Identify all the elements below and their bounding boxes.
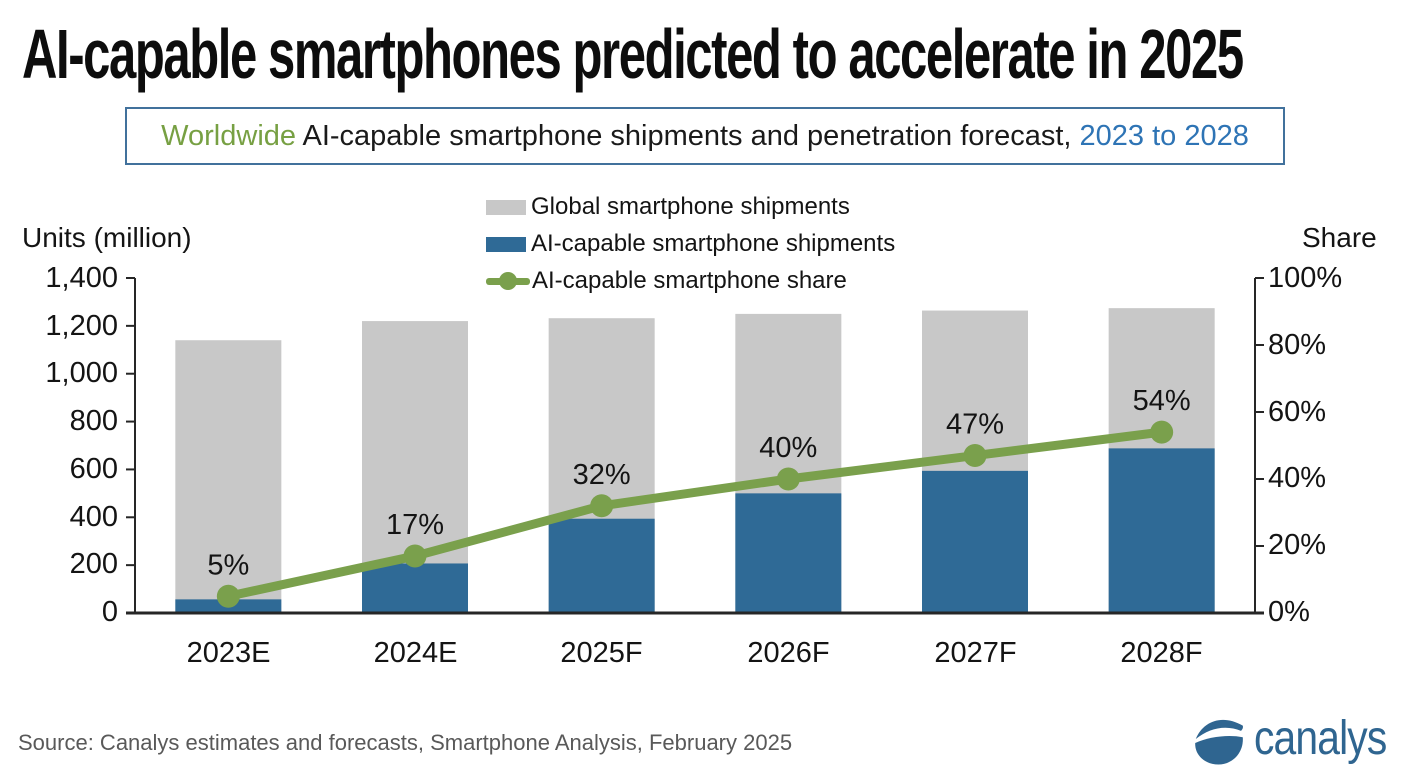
left-tick-label: 200 xyxy=(69,548,118,580)
subtitle-main: AI-capable smartphone shipments and pene… xyxy=(296,119,1080,152)
share-dot-2028F xyxy=(1150,420,1174,444)
right-tick-label: 60% xyxy=(1268,396,1327,428)
right-tick-label: 100% xyxy=(1268,262,1343,294)
legend-item-global: Global smartphone shipments xyxy=(486,193,895,220)
right-tick-label: 20% xyxy=(1268,529,1327,561)
x-category-label: 2024E xyxy=(373,637,458,669)
legend-label: AI-capable smartphone shipments xyxy=(531,230,896,257)
left-tick-label: 1,200 xyxy=(45,310,118,342)
x-category-label: 2025F xyxy=(560,637,643,669)
share-dot-2027F xyxy=(963,444,987,468)
source-note: Source: Canalys estimates and forecasts,… xyxy=(18,730,793,755)
right-axis-title: Share xyxy=(1302,222,1377,253)
right-tick-label: 40% xyxy=(1268,462,1327,494)
right-tick-label: 0% xyxy=(1268,596,1310,628)
legend-label: Global smartphone shipments xyxy=(531,193,850,220)
legend-label: AI-capable smartphone share xyxy=(532,267,847,294)
share-line xyxy=(223,427,1167,601)
chart-legend: Global smartphone shipments AI-capable s… xyxy=(486,193,896,294)
left-tick-label: 800 xyxy=(69,405,118,437)
share-label-2026F: 40% xyxy=(759,432,817,464)
left-tick-label: 400 xyxy=(69,501,118,533)
x-category-label: 2023E xyxy=(186,637,271,669)
line-marker-icon xyxy=(486,272,530,290)
blue-bar-swatch-icon xyxy=(486,236,526,252)
canalys-logo-icon xyxy=(1195,719,1243,765)
subtitle-box: Worldwide AI-capable smartphone shipment… xyxy=(125,107,1285,165)
share-label-2023E: 5% xyxy=(207,549,249,581)
share-label-2028F: 54% xyxy=(1133,385,1191,417)
ai-bar-2025F xyxy=(548,518,655,613)
global-bar-2023E xyxy=(175,340,282,613)
ai-bar-2028F xyxy=(1108,448,1215,613)
subtitle-worldwide: Worldwide xyxy=(161,119,297,152)
share-dot-2023E xyxy=(216,584,240,608)
ai-bar-2027F xyxy=(922,470,1028,613)
legend-item-ai: AI-capable smartphone shipments xyxy=(486,230,896,257)
share-label-2025F: 32% xyxy=(573,459,631,491)
left-tick-label: 1,000 xyxy=(45,357,118,389)
gray-bar-swatch-icon xyxy=(486,199,526,215)
ai-bar-2026F xyxy=(735,493,842,613)
share-dot-2026F xyxy=(776,467,800,491)
left-tick-label: 0 xyxy=(101,596,118,628)
left-axis-title: Units (million) xyxy=(22,222,192,253)
left-tick-label: 600 xyxy=(69,453,118,485)
canalys-logo: canalys xyxy=(1190,710,1410,768)
x-category-label: 2027F xyxy=(934,637,1017,669)
page-title: AI-capable smartphones predicted to acce… xyxy=(22,15,1244,93)
right-tick-label: 80% xyxy=(1268,329,1327,361)
left-tick-label: 1,400 xyxy=(45,262,118,294)
x-category-label: 2028F xyxy=(1120,637,1203,669)
subtitle-range: 2023 to 2028 xyxy=(1079,119,1249,152)
canalys-logo-text: canalys xyxy=(1254,712,1387,765)
share-label-2024E: 17% xyxy=(386,509,444,541)
share-dot-2024E xyxy=(403,544,427,568)
ai-bar-2024E xyxy=(362,563,468,613)
x-category-label: 2026F xyxy=(747,637,830,669)
legend-item-share: AI-capable smartphone share xyxy=(486,267,895,294)
share-dot-2025F xyxy=(590,494,614,518)
share-label-2027F: 47% xyxy=(946,409,1004,441)
